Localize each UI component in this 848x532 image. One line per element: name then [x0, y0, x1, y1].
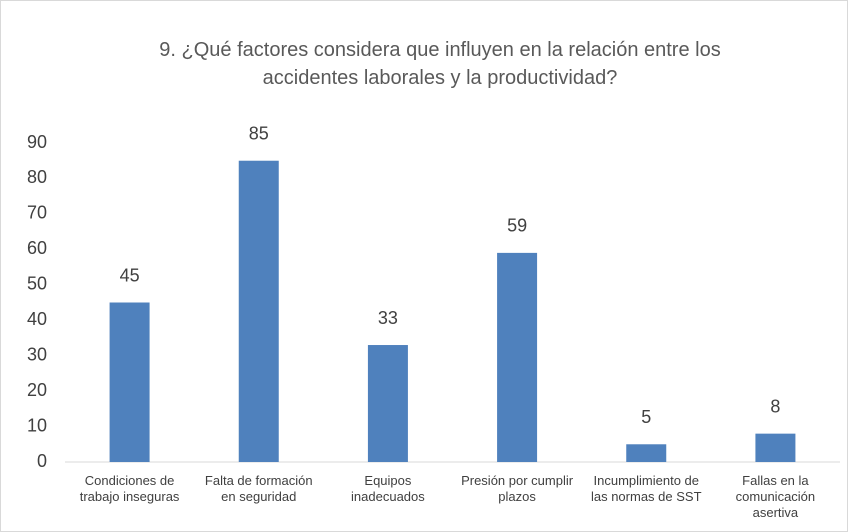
y-tick-label: 50 [27, 274, 47, 294]
y-tick-label: 30 [27, 344, 47, 364]
y-tick-label: 90 [27, 132, 47, 152]
x-tick-label: Condiciones de trabajo inseguras [79, 473, 180, 504]
bar [238, 160, 279, 462]
x-tick-label: Equipos inadecuados [351, 473, 425, 504]
y-tick-label: 40 [27, 309, 47, 329]
data-label: 85 [249, 123, 269, 143]
chart-title: 9. ¿Qué factores considera que influyen … [159, 39, 721, 89]
data-label: 45 [120, 265, 140, 285]
y-tick-label: 70 [27, 203, 47, 223]
x-tick-label: Fallas en la comunicación asertiva [735, 473, 816, 520]
y-tick-label: 60 [27, 238, 47, 258]
bar [755, 433, 796, 462]
x-tick-label: Incumplimiento de las normas de SST [590, 473, 702, 504]
x-tick-label: Falta de formación en seguridad [204, 473, 313, 504]
data-label: 33 [378, 308, 398, 328]
data-label: 8 [770, 396, 780, 416]
x-tick-label: Presión por cumplir plazos [461, 473, 574, 504]
data-label: 5 [641, 407, 651, 427]
y-tick-label: 20 [27, 380, 47, 400]
bar [626, 444, 667, 462]
bar [497, 252, 538, 462]
data-label: 59 [507, 216, 527, 236]
y-tick-label: 80 [27, 167, 47, 187]
bar [109, 302, 150, 462]
bar [367, 345, 408, 462]
y-tick-label: 0 [37, 451, 47, 471]
y-tick-label: 10 [27, 415, 47, 435]
